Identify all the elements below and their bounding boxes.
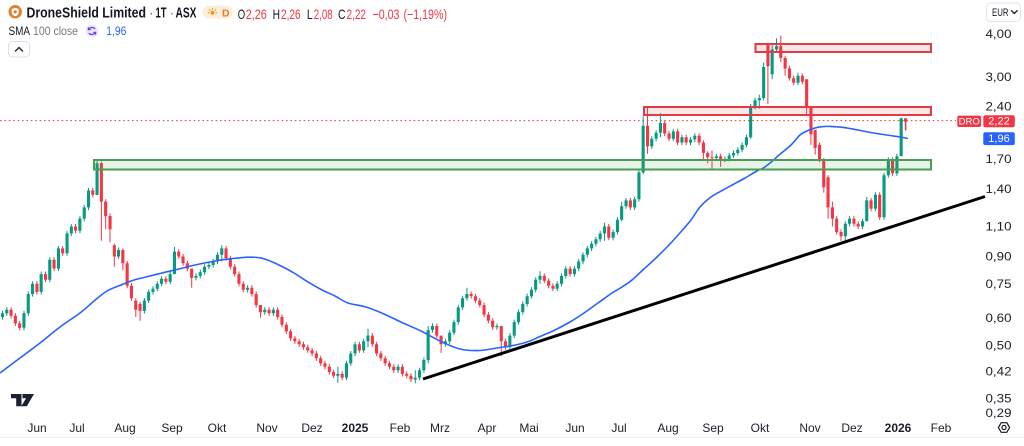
svg-text:Jun: Jun	[27, 421, 46, 435]
svg-text:2,08: 2,08	[314, 6, 333, 22]
svg-text:Nov: Nov	[799, 421, 820, 435]
svg-text:·: ·	[149, 5, 154, 21]
svg-text:O: O	[238, 6, 245, 22]
svg-text:H: H	[273, 6, 280, 22]
svg-text:Mai: Mai	[519, 421, 538, 435]
svg-text:100 close: 100 close	[33, 26, 78, 38]
svg-text:−0,03: −0,03	[373, 6, 400, 22]
svg-text:1,96: 1,96	[106, 24, 126, 38]
svg-text:Nov: Nov	[256, 421, 277, 435]
svg-text:Sep: Sep	[702, 421, 724, 435]
svg-text:1T: 1T	[156, 5, 167, 22]
svg-text:C: C	[338, 6, 346, 22]
svg-text:(−1,19%): (−1,19%)	[404, 6, 448, 22]
svg-text:Feb: Feb	[390, 421, 411, 435]
svg-text:Dez: Dez	[301, 421, 322, 435]
svg-text:1,96: 1,96	[988, 133, 1009, 145]
svg-text:Okt: Okt	[751, 421, 770, 435]
svg-text:D: D	[222, 7, 230, 19]
svg-text:Aug: Aug	[657, 421, 678, 435]
svg-text:2025: 2025	[342, 421, 369, 435]
svg-text:2,22: 2,22	[988, 116, 1009, 128]
svg-text:0,42: 0,42	[986, 364, 1012, 378]
svg-text:ASX: ASX	[176, 5, 197, 22]
svg-text:·: ·	[170, 5, 175, 21]
svg-text:Jun: Jun	[565, 421, 584, 435]
svg-text:0,35: 0,35	[986, 391, 1012, 405]
svg-text:Jul: Jul	[611, 421, 626, 435]
svg-text:0,90: 0,90	[986, 249, 1012, 263]
svg-text:2,26: 2,26	[246, 6, 267, 22]
svg-text:Mrz: Mrz	[430, 421, 450, 435]
svg-text:2,26: 2,26	[281, 6, 301, 22]
svg-text:L: L	[307, 6, 313, 22]
svg-text:2,40: 2,40	[986, 99, 1012, 113]
svg-text:Apr: Apr	[478, 421, 497, 435]
svg-text:Aug: Aug	[114, 421, 135, 435]
svg-text:Feb: Feb	[931, 421, 952, 435]
svg-text:1,10: 1,10	[986, 219, 1012, 233]
svg-text:Okt: Okt	[208, 421, 227, 435]
svg-text:Jul: Jul	[69, 421, 84, 435]
svg-text:4,00: 4,00	[986, 27, 1012, 41]
svg-text:EUR: EUR	[992, 7, 1009, 19]
svg-text:Dez: Dez	[841, 421, 862, 435]
svg-text:2,22: 2,22	[347, 6, 367, 22]
svg-text:0,60: 0,60	[986, 311, 1012, 325]
svg-text:0,50: 0,50	[986, 338, 1012, 352]
svg-text:1,40: 1,40	[986, 182, 1012, 196]
svg-text:0,29: 0,29	[986, 406, 1012, 420]
svg-text:0,75: 0,75	[986, 277, 1012, 291]
svg-text:Sep: Sep	[161, 421, 183, 435]
svg-text:SMA: SMA	[9, 26, 31, 38]
svg-text:DRO: DRO	[959, 116, 980, 127]
svg-text:2026: 2026	[885, 421, 912, 435]
svg-text:DroneShield Limited: DroneShield Limited	[27, 5, 147, 22]
svg-text:1,70: 1,70	[986, 152, 1012, 166]
svg-text:3,00: 3,00	[986, 70, 1012, 84]
